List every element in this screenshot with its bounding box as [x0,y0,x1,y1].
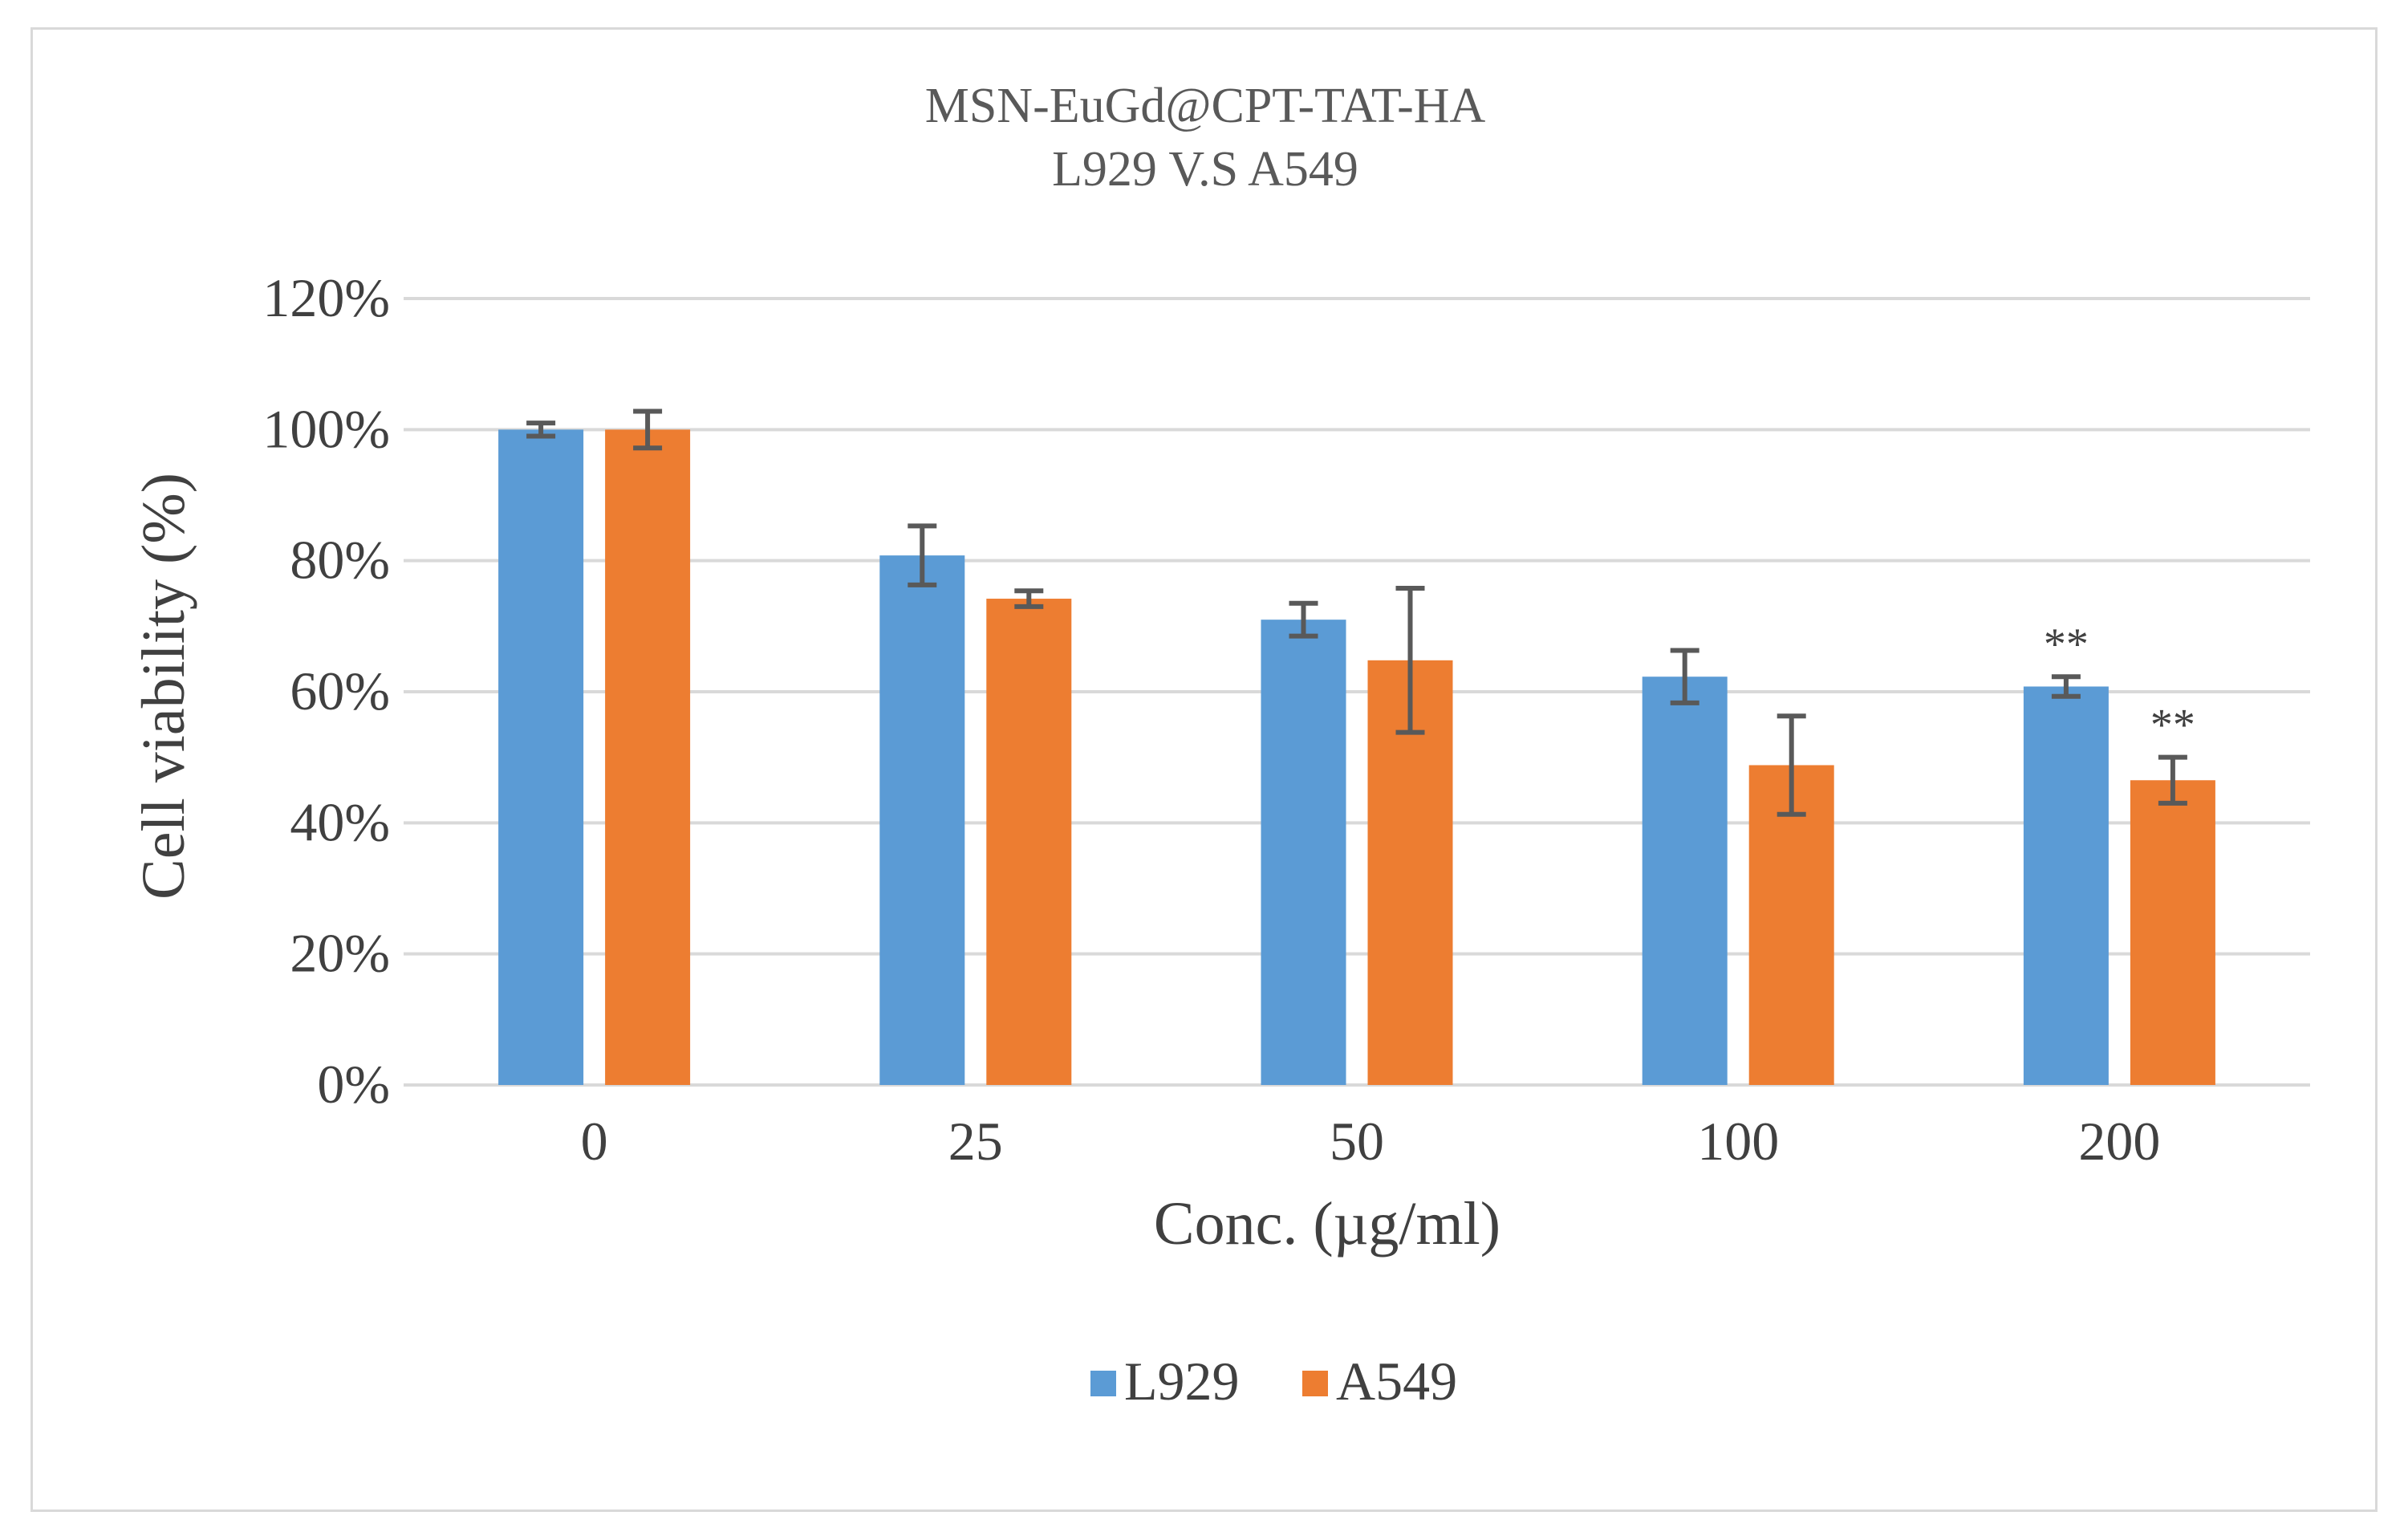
error-bar-l929-200 [2051,674,2081,699]
legend-item-l929: L929 [1090,1351,1240,1412]
bar-a549-200 [2130,780,2215,1085]
y-tick-label: 80% [290,530,390,591]
x-axis-title: Conc. (µg/ml) [1154,1190,1500,1258]
bar-a549-25 [986,599,1072,1085]
significance-annotations: ** ** [2044,620,2195,750]
significance-marker: ** [2150,701,2195,750]
x-tick-label: 50 [1330,1111,1384,1172]
error-bar-a549-25 [1014,588,1044,609]
y-tick-label: 60% [290,660,390,721]
x-tick-label: 100 [1697,1111,1779,1172]
y-tick-label: 120% [262,267,390,328]
bar-l929-25 [879,555,965,1085]
chart-canvas: MSN-EuGd@CPT-TAT-HA L929 V.S A549 0% 20% 4… [130,79,2310,1412]
error-bar-l929-100 [1670,648,1699,705]
y-axis-title: Cell viability (%) [130,473,197,900]
error-bar-l929-25 [908,523,937,587]
legend-swatch [1090,1371,1116,1396]
chart-subtitle: L929 V.S A549 [1052,142,1358,197]
bar-a549-0 [605,429,691,1085]
legend-item-a549: A549 [1302,1351,1457,1412]
chart-frame: MSN-EuGd@CPT-TAT-HA L929 V.S A549 0% 20% 4… [30,27,2378,1512]
legend-label: A549 [1336,1351,1457,1412]
bar-l929-100 [1642,677,1728,1085]
bar-a549-100 [1748,765,1834,1085]
chart-title: MSN-EuGd@CPT-TAT-HA [925,79,1486,133]
error-bar-l929-50 [1289,600,1318,639]
legend-swatch [1302,1371,1328,1396]
legend: L929 A549 [1090,1351,1457,1412]
x-tick-labels: 0 25 50 100 200 [581,1111,2161,1172]
error-bar-l929-0 [526,421,556,439]
bar-l929-0 [498,429,584,1085]
bars [498,429,2215,1085]
y-tick-label: 0% [317,1054,390,1115]
x-tick-label: 25 [948,1111,1003,1172]
y-tick-label: 20% [290,923,390,984]
y-tick-label: 40% [290,791,390,852]
y-tick-labels: 0% 20% 40% 60% 80% 100% 120% [262,267,390,1115]
error-bar-a549-200 [2158,754,2187,806]
bar-l929-50 [1261,620,1346,1085]
x-tick-label: 200 [2078,1111,2160,1172]
error-bar-a549-0 [633,408,663,451]
x-tick-label: 0 [581,1111,608,1172]
y-tick-label: 100% [262,398,390,459]
gridlines [404,297,2310,1087]
error-bar-a549-100 [1777,713,1806,817]
significance-marker: ** [2044,620,2089,669]
error-bar-a549-50 [1395,585,1425,735]
legend-label: L929 [1124,1351,1240,1412]
error-bars [526,408,2187,817]
bar-l929-200 [2023,686,2109,1085]
